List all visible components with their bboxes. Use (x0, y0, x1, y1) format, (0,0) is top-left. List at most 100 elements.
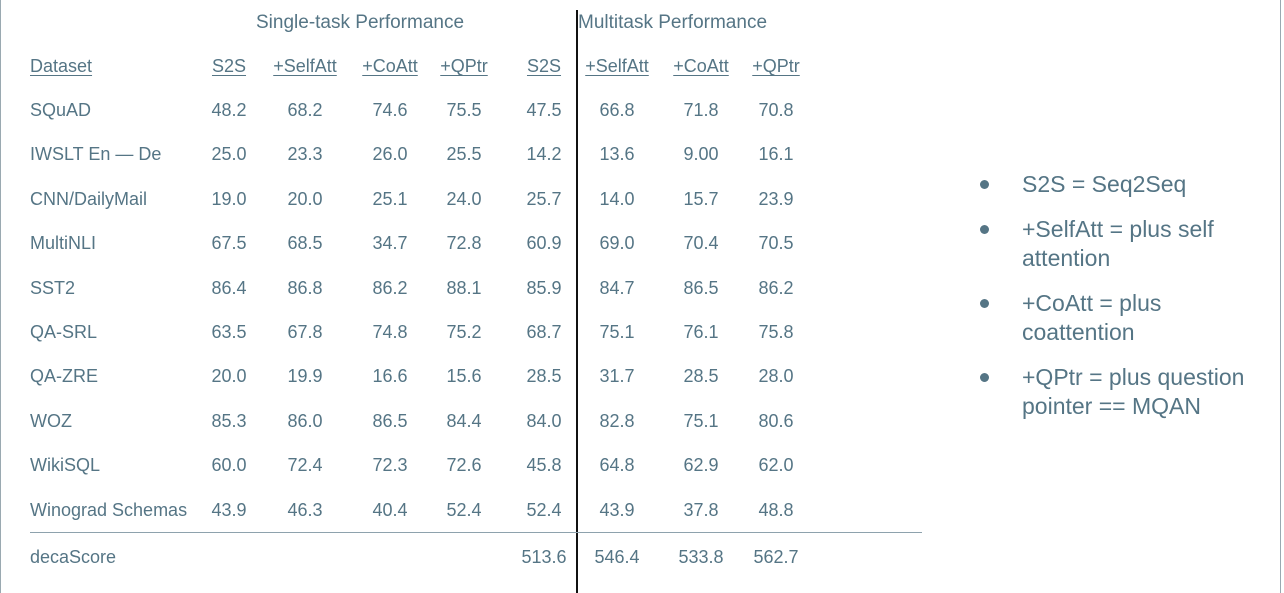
column-header: +SelfAtt (273, 56, 337, 76)
score-cell: 15.6 (446, 366, 482, 386)
dataset-name: WikiSQL (30, 455, 101, 475)
score-cell: 64.8 (599, 455, 635, 475)
column-header: +QPtr (440, 56, 488, 76)
summary-rule (30, 532, 922, 533)
score-cell: 52.4 (526, 500, 562, 520)
score-cell: 24.0 (446, 189, 482, 209)
column-header: +CoAtt (673, 56, 729, 76)
bullet-icon (980, 299, 989, 308)
score-cell: 26.0 (372, 144, 408, 164)
score-cell: 63.5 (211, 322, 247, 342)
bullet-icon (980, 373, 989, 382)
score-cell: 88.1 (446, 278, 482, 298)
legend-item: +SelfAtt = plus self attention (980, 215, 1270, 273)
score-cell: 86.5 (683, 278, 719, 298)
legend-text: +QPtr = plus question pointer == MQAN (1022, 364, 1245, 419)
score-cell: 37.8 (683, 500, 719, 520)
dataset-name: SQuAD (30, 100, 92, 120)
bullet-icon (980, 180, 989, 189)
single-task-header: Single-task Performance (256, 12, 465, 33)
score-cell: 43.9 (599, 500, 635, 520)
score-cell: 84.4 (446, 411, 482, 431)
score-cell: 70.5 (758, 233, 794, 253)
score-cell: 86.2 (758, 278, 794, 298)
score-cell: 86.2 (372, 278, 408, 298)
score-cell: 43.9 (211, 500, 247, 520)
score-cell: 9.00 (683, 144, 719, 164)
score-cell: 47.5 (526, 100, 562, 120)
score-cell: 25.7 (526, 189, 562, 209)
score-cell: 86.0 (287, 411, 323, 431)
legend-item: +CoAtt = plus coattention (980, 289, 1270, 347)
score-cell: 62.9 (683, 455, 719, 475)
score-cell: 68.7 (526, 322, 562, 342)
bullet-icon (980, 225, 989, 234)
score-cell: 86.5 (372, 411, 408, 431)
score-cell: 75.1 (683, 411, 719, 431)
score-cell: 25.5 (446, 144, 482, 164)
score-cell: 67.5 (211, 233, 247, 253)
score-cell: 69.0 (599, 233, 635, 253)
score-cell: 84.0 (526, 411, 562, 431)
summary-cell: 562.7 (753, 547, 799, 567)
score-cell: 60.0 (211, 455, 247, 475)
score-cell: 74.8 (372, 322, 408, 342)
score-cell: 19.0 (211, 189, 247, 209)
score-cell: 75.2 (446, 322, 482, 342)
score-cell: 34.7 (372, 233, 408, 253)
dataset-name: CNN/DailyMail (30, 189, 148, 209)
score-cell: 70.4 (683, 233, 719, 253)
score-cell: 48.2 (211, 100, 247, 120)
dataset-name: Winograd Schemas (30, 500, 188, 520)
dataset-name: SST2 (30, 278, 76, 298)
score-cell: 25.0 (211, 144, 247, 164)
score-cell: 28.5 (526, 366, 562, 386)
summary-label: decaScore (30, 547, 117, 567)
score-cell: 70.8 (758, 100, 794, 120)
score-cell: 28.0 (758, 366, 794, 386)
score-cell: 84.7 (599, 278, 635, 298)
summary-cell: 533.8 (678, 547, 724, 567)
summary-cell: 513.6 (521, 547, 567, 567)
score-cell: 85.9 (526, 278, 562, 298)
score-cell: 13.6 (599, 144, 635, 164)
score-cell: 14.2 (526, 144, 562, 164)
dataset-name: QA-ZRE (30, 366, 99, 386)
score-cell: 46.3 (287, 500, 323, 520)
legend-text: +SelfAtt = plus self attention (1022, 216, 1214, 271)
multitask-header: Multitask Performance (578, 12, 768, 33)
score-cell: 67.8 (287, 322, 323, 342)
score-cell: 68.2 (287, 100, 323, 120)
score-cell: 19.9 (287, 366, 323, 386)
single-multi-divider (576, 10, 578, 593)
score-cell: 31.7 (599, 366, 635, 386)
legend-text: +CoAtt = plus coattention (1022, 290, 1162, 345)
score-cell: 66.8 (599, 100, 635, 120)
score-cell: 71.8 (683, 100, 719, 120)
score-cell: 72.6 (446, 455, 482, 475)
column-header: +QPtr (752, 56, 800, 76)
legend-item: S2S = Seq2Seq (980, 170, 1270, 199)
score-cell: 75.8 (758, 322, 794, 342)
score-cell: 48.8 (758, 500, 794, 520)
score-cell: 52.4 (446, 500, 482, 520)
summary-cell: 546.4 (594, 547, 640, 567)
score-cell: 72.4 (287, 455, 323, 475)
score-cell: 23.3 (287, 144, 323, 164)
score-cell: 45.8 (526, 455, 562, 475)
slide-right-edge (1280, 0, 1281, 593)
score-cell: 16.1 (758, 144, 794, 164)
column-header: +SelfAtt (585, 56, 649, 76)
score-cell: 76.1 (683, 322, 719, 342)
score-cell: 20.0 (287, 189, 323, 209)
score-cell: 75.5 (446, 100, 482, 120)
score-cell: 25.1 (372, 189, 408, 209)
column-header: S2S (526, 56, 562, 76)
dataset-name: QA-SRL (30, 322, 98, 342)
score-cell: 80.6 (758, 411, 794, 431)
legend-item: +QPtr = plus question pointer == MQAN (980, 363, 1270, 421)
score-cell: 85.3 (211, 411, 247, 431)
score-cell: 68.5 (287, 233, 323, 253)
legend-text: S2S = Seq2Seq (1022, 171, 1187, 197)
score-cell: 62.0 (758, 455, 794, 475)
